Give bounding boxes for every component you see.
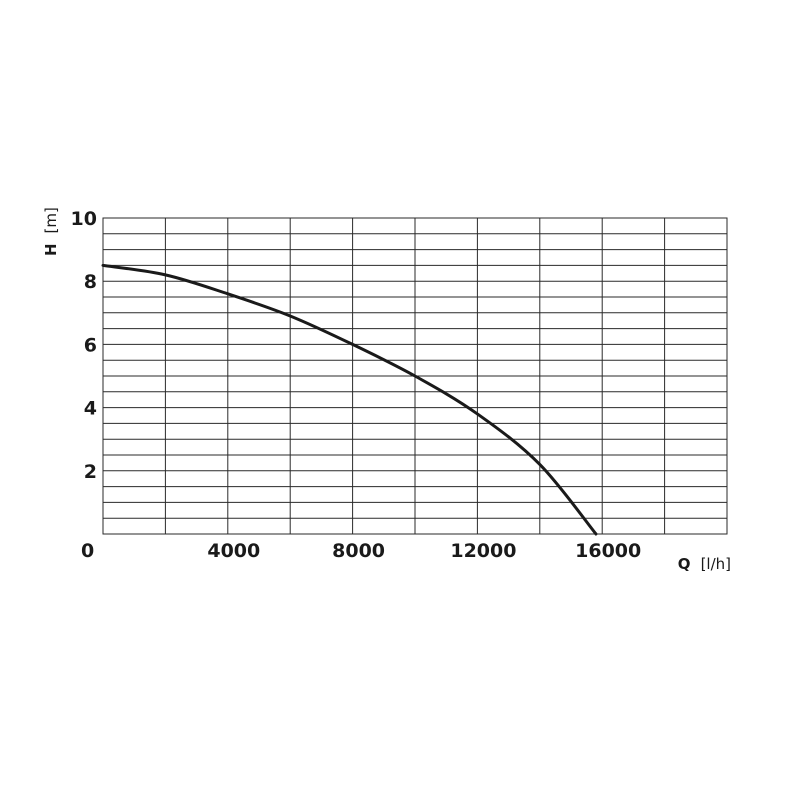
- x-tick-label: 8000: [332, 540, 385, 562]
- x-tick-label: 16000: [575, 540, 641, 562]
- y-tick-label: 6: [84, 334, 97, 356]
- y-tick-label: 2: [84, 461, 97, 483]
- y-axis-unit: [m]: [42, 207, 60, 233]
- y-tick-label: 4: [84, 398, 97, 420]
- x-tick-labels: 0 4000 8000 12000 16000: [81, 540, 641, 562]
- y-tick-label: 8: [84, 271, 97, 293]
- y-axis-label: H [m]: [42, 207, 60, 256]
- x-tick-label: 12000: [450, 540, 516, 562]
- x-axis-label: Q [l/h]: [678, 555, 731, 573]
- performance-curve: [101, 263, 598, 536]
- chart-grid: [103, 218, 727, 534]
- y-tick-label: 10: [71, 208, 97, 230]
- y-axis-symbol: H: [42, 243, 60, 256]
- x-axis-unit: [l/h]: [701, 555, 731, 573]
- x-axis-symbol: Q: [678, 555, 691, 573]
- x-tick-label: 0: [81, 540, 94, 562]
- y-tick-labels: 2 4 6 8 10: [71, 208, 97, 483]
- plot-frame: [102, 217, 728, 535]
- x-tick-label: 4000: [207, 540, 260, 562]
